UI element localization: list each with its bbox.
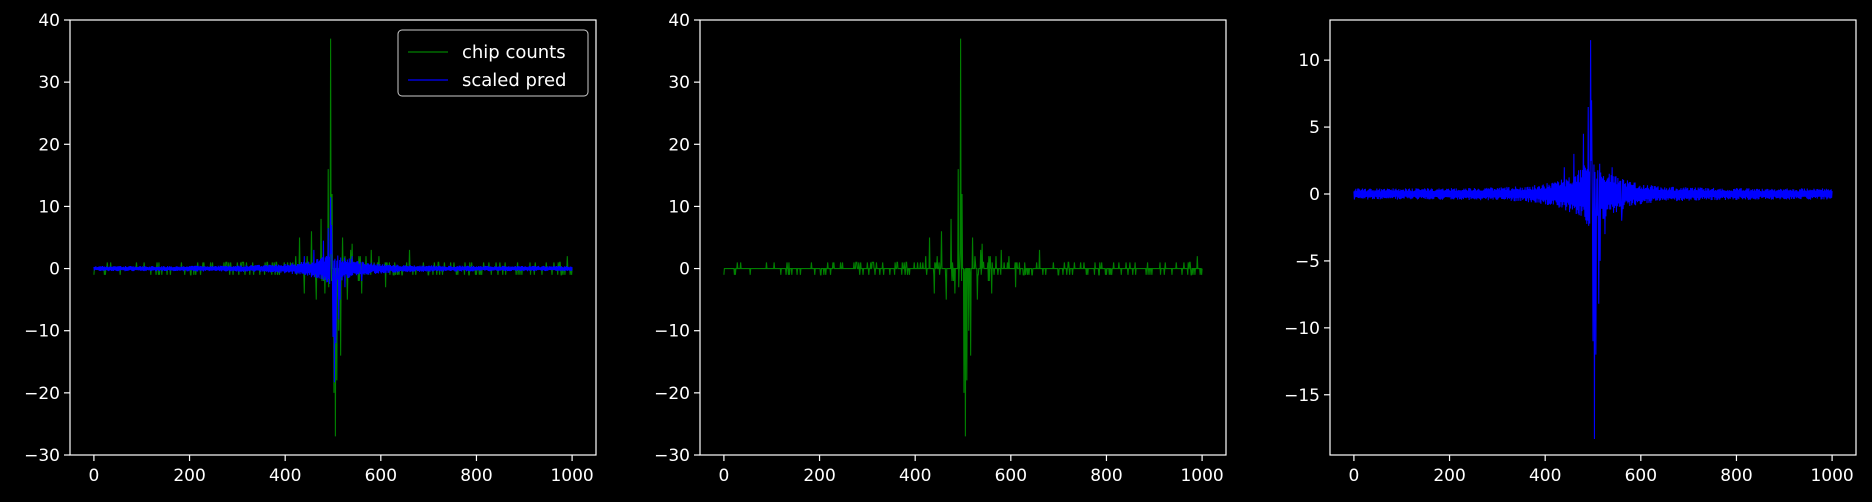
chart-2: 0 200 400 600 800 1000 −30 −20 −10 0 10 20 30 40 (654, 11, 1227, 486)
x-tick-label: 600 (995, 466, 1027, 486)
y-tick-label: −20 (654, 384, 690, 404)
y-tick-label: 10 (38, 197, 60, 217)
x-tick-label: 1000 (1180, 466, 1223, 486)
y-tick-label: 0 (679, 260, 690, 280)
y-tick-label: 30 (38, 73, 60, 93)
legend: chip counts scaled pred (397, 29, 589, 97)
x-tick-label: 0 (1348, 466, 1359, 486)
y-tick-label: −30 (654, 446, 690, 466)
series-line-scaled-pred (93, 197, 573, 383)
y-tick-label: 10 (668, 197, 690, 217)
x-tick-label: 400 (1529, 466, 1561, 486)
x-tick-label: 400 (899, 466, 931, 486)
x-tick-label: 200 (803, 466, 835, 486)
y-tick-label: −5 (1295, 252, 1320, 272)
y-tick-label: 40 (38, 11, 60, 31)
x-tick-label: 600 (1625, 466, 1657, 486)
x-tick-label: 1000 (550, 466, 593, 486)
y-tick-label: 30 (668, 73, 690, 93)
y-tick-label: 0 (49, 260, 60, 280)
y-tick-label: −10 (654, 322, 690, 342)
x-tick-label: 600 (365, 466, 397, 486)
x-tick-label: 800 (1720, 466, 1752, 486)
y-tick-label: −10 (24, 322, 60, 342)
series-line-chip-counts (723, 38, 1203, 437)
x-tick-label: 400 (269, 466, 301, 486)
y-tick-label: 10 (1298, 51, 1320, 71)
y-tick-label: −15 (1284, 386, 1320, 406)
chart-1: 0 200 400 600 800 1000 −30 −20 −10 0 10 20 30 40 chip … (24, 11, 597, 486)
y-tick-label: 40 (668, 11, 690, 31)
x-tick-label: 0 (718, 466, 729, 486)
y-tick-label: 0 (1309, 185, 1320, 205)
x-tick-label: 200 (173, 466, 205, 486)
legend-label: scaled pred (462, 70, 566, 91)
axes-frame (69, 19, 597, 456)
y-tick-label: −30 (24, 446, 60, 466)
y-tick-label: −10 (1284, 319, 1320, 339)
x-tick-label: 800 (460, 466, 492, 486)
legend-label: chip counts (462, 42, 566, 63)
chart-3: 0 200 400 600 800 1000 −15 −10 −5 0 5 10 (1284, 19, 1857, 486)
y-tick-label: 20 (38, 135, 60, 155)
x-tick-label: 0 (88, 466, 99, 486)
y-tick-label: −20 (24, 384, 60, 404)
y-tick-label: 5 (1309, 118, 1320, 138)
series-line-scaled-pred (1353, 40, 1833, 439)
x-tick-label: 200 (1433, 466, 1465, 486)
axes-frame (699, 19, 1227, 456)
axes-frame (1329, 19, 1857, 456)
y-tick-label: 20 (668, 135, 690, 155)
x-tick-label: 800 (1090, 466, 1122, 486)
x-tick-label: 1000 (1810, 466, 1853, 486)
